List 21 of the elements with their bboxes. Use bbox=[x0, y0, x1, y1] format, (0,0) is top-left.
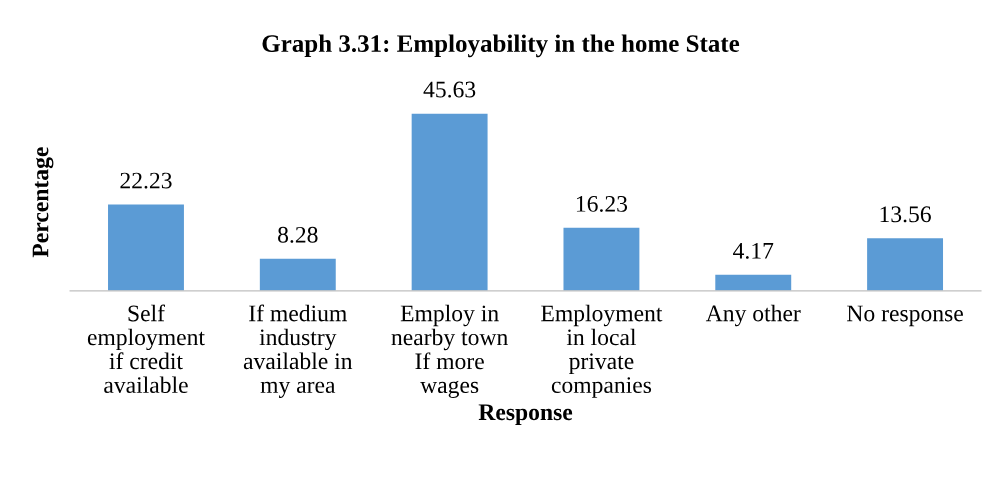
bar bbox=[259, 258, 336, 291]
y-axis-title: Percentage bbox=[32, 147, 54, 258]
bar bbox=[563, 227, 640, 291]
bar bbox=[411, 113, 488, 291]
x-tick-label: If medium industry available in my area bbox=[243, 304, 353, 398]
x-tick-label: Employ in nearby town If more wages bbox=[391, 304, 508, 398]
bar bbox=[108, 204, 184, 291]
data-label: 45.63 bbox=[423, 81, 476, 98]
bar bbox=[715, 274, 792, 291]
x-tick-label: Employment in local private companies bbox=[541, 304, 663, 398]
data-label: 16.23 bbox=[576, 195, 628, 212]
data-label: 13.56 bbox=[880, 206, 931, 223]
x-tick-label: Self employment if credit available bbox=[87, 304, 205, 394]
bar bbox=[867, 238, 944, 291]
chart-title: Graph 3.31: Employability in the home State bbox=[262, 34, 740, 58]
x-tick-label: No response bbox=[847, 305, 963, 327]
x-axis-title: Response bbox=[478, 404, 573, 425]
data-label: 22.23 bbox=[120, 172, 172, 189]
data-label: 8.28 bbox=[278, 226, 318, 243]
x-tick-label: Any other bbox=[705, 304, 801, 327]
data-label: 4.17 bbox=[733, 242, 774, 259]
